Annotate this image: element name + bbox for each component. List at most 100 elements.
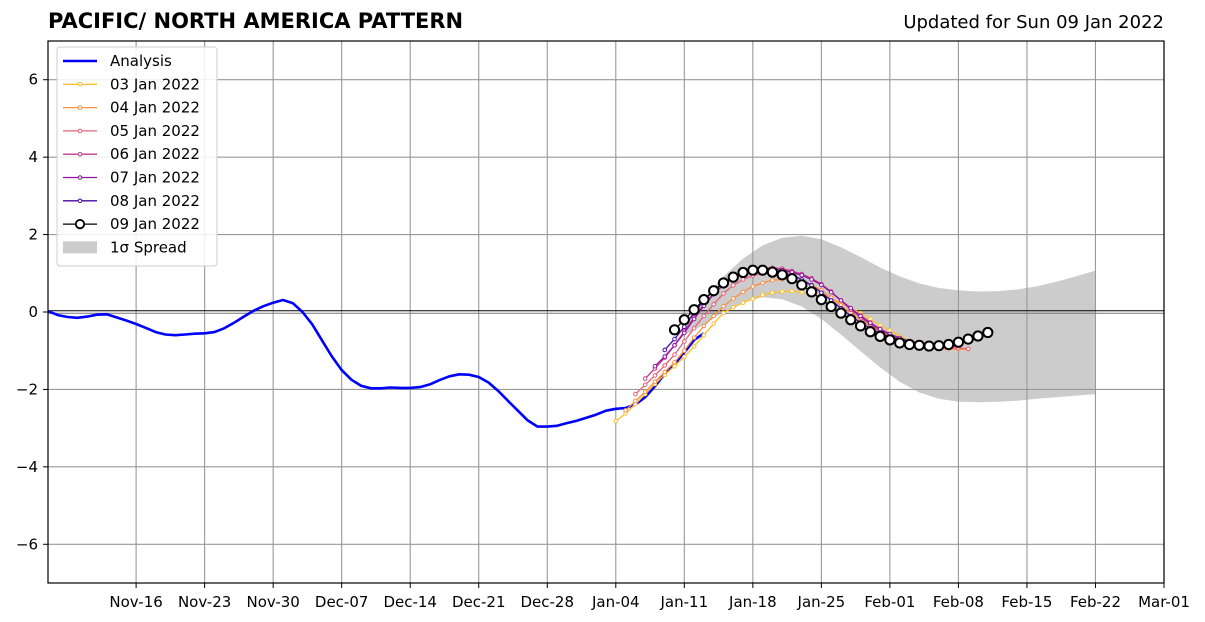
- x-tick-label: Feb-01: [864, 593, 915, 611]
- chart-subtitle: Updated for Sun 09 Jan 2022: [903, 12, 1164, 33]
- legend-box: [56, 46, 218, 267]
- legend-label: 09 Jan 2022: [110, 215, 200, 233]
- forecast-marker: [750, 296, 756, 302]
- forecast-marker: [682, 354, 687, 360]
- forecast-marker: [623, 408, 628, 413]
- x-tick-label: Jan-04: [591, 593, 640, 611]
- forecast-marker: [933, 340, 945, 352]
- forecast-marker: [672, 336, 677, 342]
- forecast-marker: [652, 373, 658, 378]
- forecast-marker: [652, 363, 658, 369]
- forecast-marker: [672, 342, 677, 348]
- forecast-marker: [809, 277, 814, 282]
- forecast-marker: [662, 347, 668, 353]
- forecast-marker: [678, 314, 690, 326]
- forecast-marker: [698, 294, 710, 306]
- series-layer: [47, 264, 994, 428]
- forecast-marker: [805, 286, 818, 298]
- forecast-marker: [815, 294, 827, 306]
- forecast-marker: [721, 303, 726, 309]
- forecast-marker: [835, 307, 847, 319]
- forecast-marker: [828, 289, 834, 295]
- legend-marker: [77, 175, 83, 180]
- forecast-marker: [642, 389, 648, 395]
- y-tick-label: 0: [28, 303, 38, 321]
- forecast-marker: [708, 285, 720, 297]
- forecast-marker: [682, 348, 687, 354]
- y-tick-label: −2: [16, 380, 38, 398]
- forecast-marker: [766, 266, 779, 278]
- forecast-marker: [838, 298, 844, 303]
- legend: Analysis 03 Jan 2022 04 Jan 2022 05 Jan 202…: [56, 46, 218, 267]
- forecast-marker: [711, 313, 716, 319]
- y-tick-label: −6: [16, 535, 38, 553]
- forecast-marker: [730, 296, 736, 301]
- legend-label: 06 Jan 2022: [110, 145, 200, 163]
- analysis-line: [47, 298, 705, 428]
- y-tick-label: 4: [28, 148, 38, 166]
- x-tick-label: Jan-18: [728, 593, 777, 611]
- forecast-marker: [662, 354, 668, 359]
- forecast-marker: [633, 398, 638, 404]
- x-tick-label: Jan-25: [797, 593, 846, 611]
- forecast-marker: [868, 320, 873, 326]
- forecast-marker: [903, 338, 916, 351]
- forecast-marker: [786, 273, 798, 285]
- zero-line-layer: [48, 310, 1164, 314]
- forecast-marker: [894, 337, 906, 349]
- forecast-marker: [652, 379, 658, 384]
- forecast-marker: [747, 264, 759, 276]
- forecast-marker: [672, 352, 677, 357]
- forecast-marker: [662, 363, 668, 368]
- forecast-marker: [642, 382, 648, 388]
- forecast-marker: [760, 280, 765, 286]
- forecast-marker: [877, 322, 883, 328]
- forecast-marker: [701, 332, 707, 338]
- forecast-marker: [727, 271, 739, 283]
- legend-marker: [77, 82, 83, 87]
- forecast-marker: [825, 300, 837, 313]
- x-tick-label: Nov-16: [109, 593, 162, 611]
- x-tick-label: Feb-22: [1070, 593, 1121, 611]
- forecast-marker: [770, 277, 775, 283]
- legend-label: 08 Jan 2022: [110, 192, 200, 210]
- chart-title: PACIFIC/ NORTH AMERICA PATTERN: [48, 9, 464, 33]
- forecast-marker: [779, 289, 785, 294]
- forecast-marker: [721, 291, 726, 296]
- forecast-marker: [613, 418, 619, 424]
- legend-label: 03 Jan 2022: [110, 75, 200, 93]
- forecast-marker: [845, 314, 857, 326]
- forecast-marker: [701, 313, 707, 319]
- forecast-marker: [682, 339, 687, 344]
- forecast-marker: [730, 282, 736, 288]
- forecast-marker: [923, 340, 935, 352]
- legend-label: 05 Jan 2022: [110, 122, 200, 140]
- forecast-marker: [691, 325, 697, 331]
- forecast-marker: [848, 305, 854, 311]
- x-tick-label: Feb-15: [1001, 593, 1052, 611]
- forecast-marker: [642, 376, 648, 381]
- forecast-marker: [740, 300, 746, 306]
- forecast-marker: [962, 333, 974, 345]
- legend-label: 04 Jan 2022: [110, 99, 200, 117]
- forecast-marker: [982, 326, 994, 339]
- x-tick-label: Nov-30: [246, 593, 299, 611]
- forecast-marker: [737, 266, 749, 279]
- forecast-marker: [877, 326, 883, 332]
- forecast-marker: [691, 344, 697, 349]
- forecast-marker: [943, 338, 955, 351]
- forecast-marker: [796, 279, 808, 291]
- forecast-marker: [740, 277, 746, 282]
- legend-label: Analysis: [110, 52, 172, 70]
- forecast-marker: [688, 304, 700, 316]
- legend-marker: [77, 151, 83, 157]
- forecast-marker: [799, 289, 805, 295]
- forecast-marker: [711, 301, 716, 307]
- forecast-marker: [874, 330, 886, 342]
- y-tick-label: 2: [28, 226, 38, 244]
- forecast-marker: [770, 290, 775, 295]
- forecast-marker: [682, 324, 687, 330]
- legend-label: 07 Jan 2022: [110, 169, 200, 187]
- forecast-marker: [884, 334, 896, 346]
